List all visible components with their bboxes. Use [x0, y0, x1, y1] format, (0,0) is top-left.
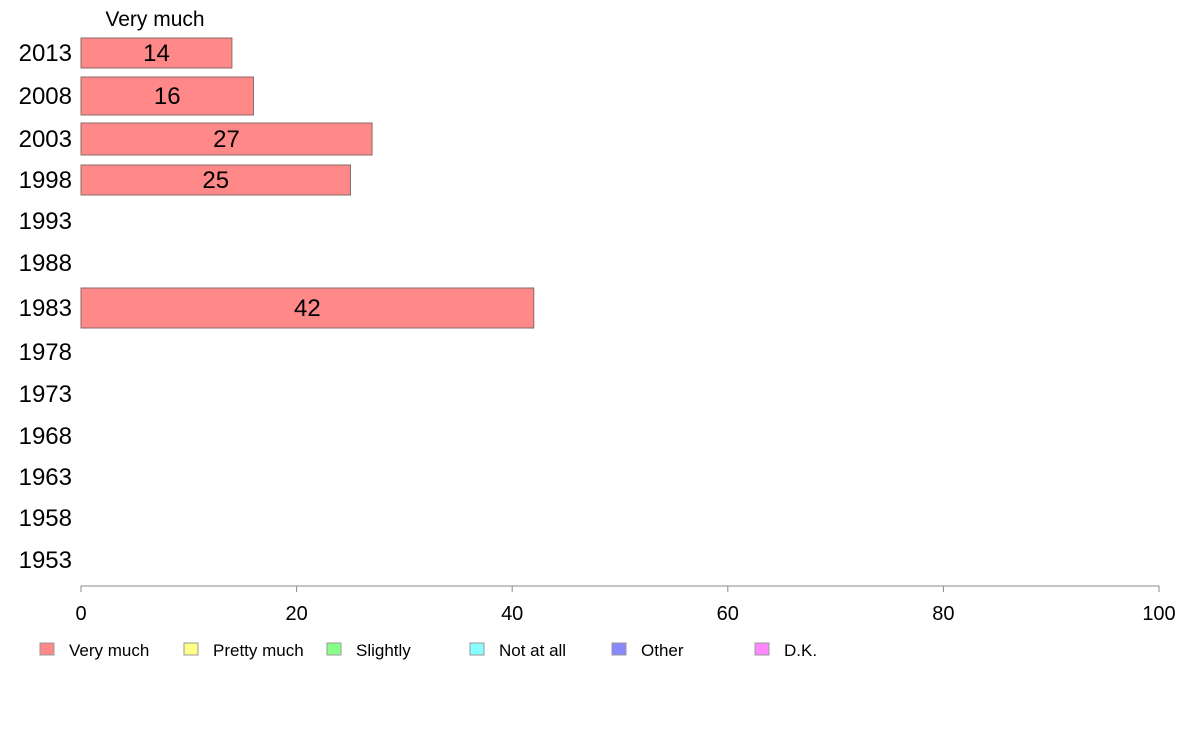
legend-swatch-3	[469, 642, 485, 656]
x-tick-label-0: 0	[75, 603, 86, 625]
series-header: Very much	[105, 8, 204, 31]
category-label-1993: 1993	[19, 208, 72, 235]
legend-label-2: Slightly	[356, 641, 411, 660]
legend-label-0: Very much	[69, 641, 149, 660]
x-tick-label-40: 40	[501, 603, 523, 625]
legend-swatch-0	[39, 642, 55, 656]
category-label-1963: 1963	[19, 464, 72, 491]
x-tick-label-100: 100	[1142, 603, 1175, 625]
bar-2003-series-0	[80, 122, 373, 156]
bar-2008-series-0	[80, 76, 254, 116]
category-label-1968: 1968	[19, 423, 72, 450]
x-tick-label-60: 60	[717, 603, 739, 625]
category-label-1983: 1983	[19, 295, 72, 322]
data-label-2013-series-0: 14	[143, 40, 170, 67]
bar-1983-series-0	[80, 287, 535, 329]
legend-swatch-1	[183, 642, 199, 656]
category-label-1953: 1953	[19, 547, 72, 574]
legend-swatch-5	[754, 642, 770, 656]
legend-swatch-2	[326, 642, 342, 656]
category-label-1978: 1978	[19, 339, 72, 366]
x-tick-label-20: 20	[285, 603, 307, 625]
legend-swatch-4	[611, 642, 627, 656]
data-label-1983-series-0: 42	[294, 295, 321, 322]
x-tick-label-80: 80	[932, 603, 954, 625]
data-label-2008-series-0: 16	[154, 83, 181, 110]
category-label-2013: 2013	[19, 40, 72, 67]
legend-label-5: D.K.	[784, 641, 817, 660]
category-label-1973: 1973	[19, 381, 72, 408]
data-label-1998-series-0: 25	[202, 167, 229, 194]
legend-label-1: Pretty much	[213, 641, 304, 660]
category-label-2003: 2003	[19, 126, 72, 153]
legend-label-3: Not at all	[499, 641, 566, 660]
category-label-1958: 1958	[19, 505, 72, 532]
bar-1998-series-0	[80, 164, 351, 196]
data-label-2003-series-0: 27	[213, 126, 240, 153]
legend-label-4: Other	[641, 641, 684, 660]
category-label-2008: 2008	[19, 83, 72, 110]
category-label-1988: 1988	[19, 250, 72, 277]
bar-2013-series-0	[80, 37, 233, 69]
category-label-1998: 1998	[19, 167, 72, 194]
